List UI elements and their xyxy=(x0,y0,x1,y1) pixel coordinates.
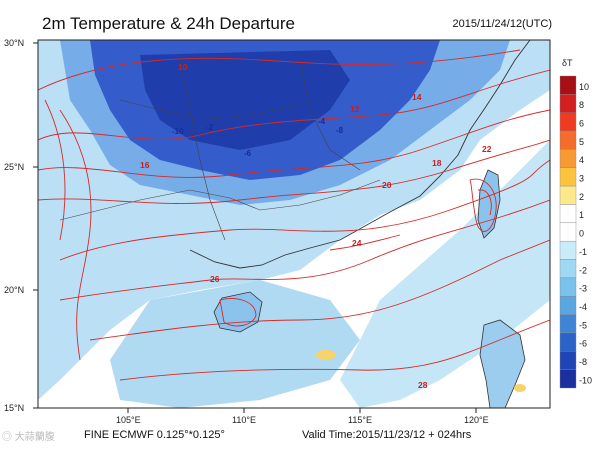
contour-label: 28 xyxy=(418,380,428,390)
warm-patch xyxy=(316,350,336,360)
colorbar-swatch xyxy=(559,185,577,205)
model-label: FINE ECMWF 0.125°*0.125° xyxy=(84,429,225,441)
lon-tick-label: 105°E xyxy=(116,415,141,425)
latitude-labels: 30°N 25°N 20°N 15°N xyxy=(4,38,24,413)
colorbar-swatch xyxy=(559,332,577,352)
lon-tick-label: 120°E xyxy=(464,415,489,425)
colorbar-swatch xyxy=(559,351,577,370)
longitude-labels: 105°E 110°E 115°E 120°E xyxy=(116,415,489,425)
colorbar-swatch xyxy=(559,259,577,279)
lon-tick-label: 110°E xyxy=(232,415,256,425)
luzon-island xyxy=(479,319,526,408)
contour-label: 26 xyxy=(210,274,220,284)
colorbar-label: -5 xyxy=(579,320,587,330)
colorbar-label: -8 xyxy=(579,357,587,367)
lon-tick-label: 115°E xyxy=(348,415,372,425)
colorbar-swatch xyxy=(559,204,577,224)
colorbar-label: 8 xyxy=(579,100,584,110)
colorbar-swatch xyxy=(559,75,577,95)
contour-labels: 10 12 14 16 18 20 22 24 26 28 xyxy=(140,62,492,390)
map-frame xyxy=(37,39,551,409)
departure-shade-core xyxy=(140,50,350,150)
colorbar-swatch xyxy=(559,130,577,150)
colorbar-swatch xyxy=(559,296,577,315)
departure-labels: -2 -4 -6 -8 -10 xyxy=(172,117,344,158)
colorbar-label: -10 xyxy=(579,375,592,385)
colorbar-label: -6 xyxy=(579,339,587,349)
colorbar-swatch xyxy=(559,112,577,132)
colorbar-title: δT xyxy=(562,58,573,68)
contour-label: 20 xyxy=(382,180,392,190)
departure-label: -6 xyxy=(244,149,252,158)
contour-label: 10 xyxy=(178,62,188,72)
colorbar-label: -2 xyxy=(579,265,587,275)
departure-shade-ocean-2 xyxy=(110,280,360,408)
province-boundary xyxy=(59,59,381,241)
contour-label: 12 xyxy=(350,104,360,114)
colorbar-label: -3 xyxy=(579,284,587,294)
colorbar-swatch xyxy=(559,167,577,187)
contour-label: 24 xyxy=(352,238,362,248)
colorbar-label: -1 xyxy=(579,247,587,257)
colorbar-swatch xyxy=(559,240,577,260)
departure-label: -4 xyxy=(318,117,326,126)
temperature-contours xyxy=(38,49,550,381)
colorbar-swatch xyxy=(559,277,577,297)
warm-patch xyxy=(514,384,526,392)
contour-label: 22 xyxy=(482,144,492,154)
colorbar-label: 5 xyxy=(579,137,584,147)
colorbar-label: 10 xyxy=(579,82,589,92)
lat-tick-label: 20°N xyxy=(4,285,24,295)
valid-timestamp: 2015/11/24/12(UTC) xyxy=(452,18,552,30)
axis-ticks xyxy=(33,42,477,413)
watermark-logo: ◎ 大蒜蘭腹 xyxy=(2,428,55,443)
colorbar-label: 2 xyxy=(579,192,584,202)
taiwan-island xyxy=(477,169,501,239)
coastline xyxy=(189,40,531,269)
contour-label: 16 xyxy=(140,160,150,170)
colorbar-swatch xyxy=(559,314,577,334)
lat-tick-label: 25°N xyxy=(4,162,24,172)
departure-label: -2 xyxy=(206,123,214,132)
watermark-text: 大蒜蘭腹 xyxy=(14,432,55,443)
contour-label: 14 xyxy=(412,92,422,102)
colorbar-label: 4 xyxy=(579,155,584,165)
colorbar-label: 0 xyxy=(579,229,584,239)
map-title: 2m Temperature & 24h Departure xyxy=(42,14,295,33)
colorbar-swatch xyxy=(559,149,577,168)
colorbar-label: -4 xyxy=(579,302,587,312)
colorbar-swatch xyxy=(559,369,577,389)
departure-label: -10 xyxy=(172,127,184,136)
valid-time-label: Valid Time:2015/11/23/12 + 024hrs xyxy=(302,429,472,441)
colorbar-swatch xyxy=(559,94,577,113)
departure-label: -8 xyxy=(336,126,344,135)
weibo-icon: ◎ xyxy=(2,432,12,443)
colorbar-label: 3 xyxy=(579,174,584,184)
lat-tick-label: 15°N xyxy=(4,403,24,413)
contour-label: 18 xyxy=(432,158,442,168)
colorbar-swatch xyxy=(559,222,577,242)
lat-tick-label: 30°N xyxy=(4,38,24,48)
colorbar-label: 1 xyxy=(579,210,584,220)
map-field: 10 12 14 16 18 20 22 24 26 28 -2 -4 -6 -… xyxy=(38,40,550,408)
colorbar-label: 6 xyxy=(579,118,584,128)
